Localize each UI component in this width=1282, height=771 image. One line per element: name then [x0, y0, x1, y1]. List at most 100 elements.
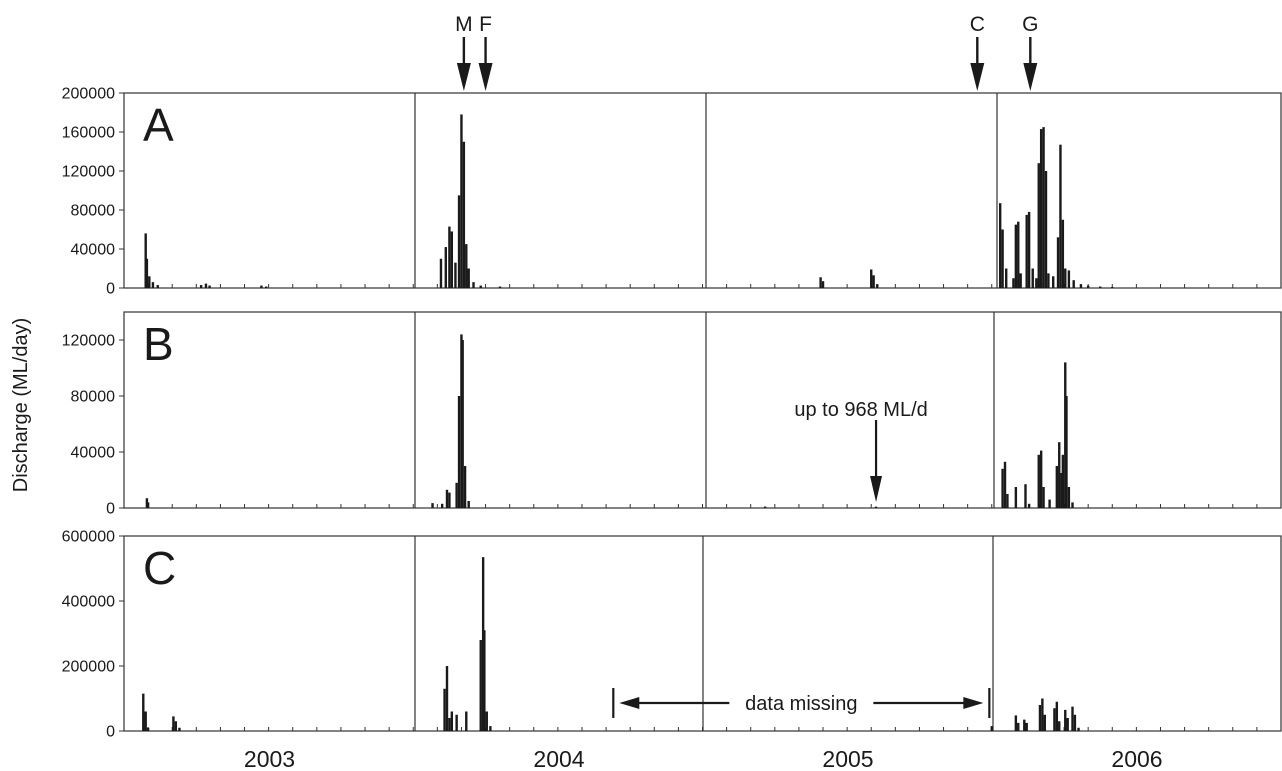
discharge-bar: [457, 396, 461, 508]
discharge-bar: [1005, 268, 1008, 288]
discharge-bar: [479, 640, 482, 731]
discharge-bar: [148, 276, 151, 288]
discharge-bar: [146, 502, 150, 508]
discharge-bar: [1019, 273, 1022, 288]
discharge-bar: [1060, 473, 1063, 508]
y-tick-label: 40000: [71, 242, 116, 259]
discharge-bar: [265, 286, 268, 288]
discharge-bar: [1071, 502, 1074, 508]
discharge-bar: [1058, 721, 1061, 731]
discharge-bar: [1001, 229, 1004, 288]
y-tick-label: 0: [106, 501, 115, 518]
discharge-bar: [1027, 503, 1031, 508]
event-marker-arrowhead: [456, 63, 471, 91]
discharge-bar: [455, 714, 458, 731]
panel-frame: [123, 311, 1282, 509]
event-marker-arrowhead: [1023, 63, 1038, 91]
discharge-bar: [870, 269, 873, 288]
discharge-bar: [1066, 718, 1069, 731]
discharge-bar: [1064, 362, 1067, 508]
discharge-bar: [1056, 237, 1060, 288]
discharge-bar: [1017, 722, 1020, 731]
discharge-bar: [1035, 278, 1038, 288]
event-marker-label: F: [479, 13, 492, 36]
discharge-bar: [465, 244, 468, 288]
y-tick-label: 80000: [71, 389, 116, 406]
y-tick-label: 400000: [62, 594, 115, 611]
discharge-bar: [1048, 499, 1051, 508]
discharge-bar: [199, 285, 203, 288]
panels-layer: 0 40000 80000 120000 160000 200000 A 0 40000 8000…: [62, 86, 1282, 741]
y-tick-label: 120000: [62, 164, 115, 181]
discharge-bar: [1031, 268, 1034, 288]
discharge-bar: [461, 340, 464, 508]
discharge-bar: [1025, 722, 1028, 731]
discharge-bar: [444, 247, 447, 288]
discharge-bar: [1053, 708, 1056, 731]
discharge-bar: [1006, 494, 1009, 508]
discharge-bar: [1044, 171, 1048, 288]
discharge-bar: [1073, 714, 1077, 731]
year-label-2003: 2003: [244, 746, 295, 771]
discharge-bar: [1055, 701, 1059, 731]
discharge-bar: [1086, 285, 1090, 288]
year-label-2005: 2005: [822, 746, 873, 771]
discharge-bar: [1037, 163, 1040, 288]
discharge-bar: [821, 281, 825, 288]
discharge-bar: [1058, 442, 1061, 508]
discharge-bar: [462, 141, 466, 288]
discharge-bar: [1017, 221, 1020, 288]
discharge-bar: [1038, 705, 1042, 731]
discharge-bar: [145, 258, 149, 288]
y-tick-label: 160000: [62, 125, 115, 142]
discharge-bar: [1077, 727, 1080, 731]
discharge-bar: [1041, 698, 1044, 731]
discharge-bar: [1023, 719, 1026, 731]
discharge-bar: [874, 506, 878, 508]
discharge-bar: [483, 630, 486, 731]
event-marker-f: F: [478, 13, 493, 91]
discharge-bar: [1061, 454, 1065, 508]
discharge-bar: [1065, 396, 1068, 508]
discharge-bar: [172, 716, 175, 731]
discharge-bar: [1042, 487, 1045, 508]
discharge-bar: [1042, 127, 1045, 288]
discharge-bar: [1039, 129, 1043, 288]
discharge-bar: [1043, 714, 1046, 731]
discharge-bar: [144, 233, 147, 288]
discharge-bar: [479, 285, 482, 288]
discharge-bar: [448, 492, 451, 508]
discharge-bar: [1001, 468, 1004, 508]
discharge-bar: [450, 231, 454, 288]
missing-arrow-left-head: [619, 697, 640, 709]
discharge-bar: [1039, 450, 1043, 508]
missing-data-label: data missing: [745, 693, 857, 715]
discharge-bar: [1064, 709, 1067, 731]
panel-letter: C: [143, 542, 176, 594]
discharge-bar: [498, 286, 502, 288]
discharge-bar: [1072, 280, 1075, 288]
discharge-bar: [1025, 214, 1028, 288]
discharge-bar: [445, 489, 449, 508]
panel-a: 0 40000 80000 120000 160000 200000 A: [62, 86, 1282, 298]
discharge-bar: [260, 285, 263, 288]
discharge-bar: [1052, 276, 1055, 288]
discharge-bar: [467, 268, 470, 288]
event-marker-arrowhead: [970, 63, 985, 91]
discharge-bar: [489, 726, 492, 731]
discharge-bar: [1067, 270, 1071, 288]
y-tick-label: 0: [106, 724, 115, 741]
discharge-bar: [142, 693, 145, 731]
panel-letter: A: [143, 99, 174, 151]
discharge-bar: [1061, 219, 1065, 288]
event-marker-label: G: [1022, 13, 1038, 36]
discharge-bar: [463, 466, 467, 508]
discharge-bar: [208, 285, 211, 288]
discharge-bar: [1014, 224, 1018, 288]
discharge-bar: [457, 195, 461, 288]
discharge-bar: [481, 557, 485, 731]
discharge-bar: [174, 721, 178, 731]
discharge-bar: [431, 503, 434, 508]
panel-b: 0 40000 80000 120000 Bup to 968 ML/d: [62, 311, 1282, 518]
